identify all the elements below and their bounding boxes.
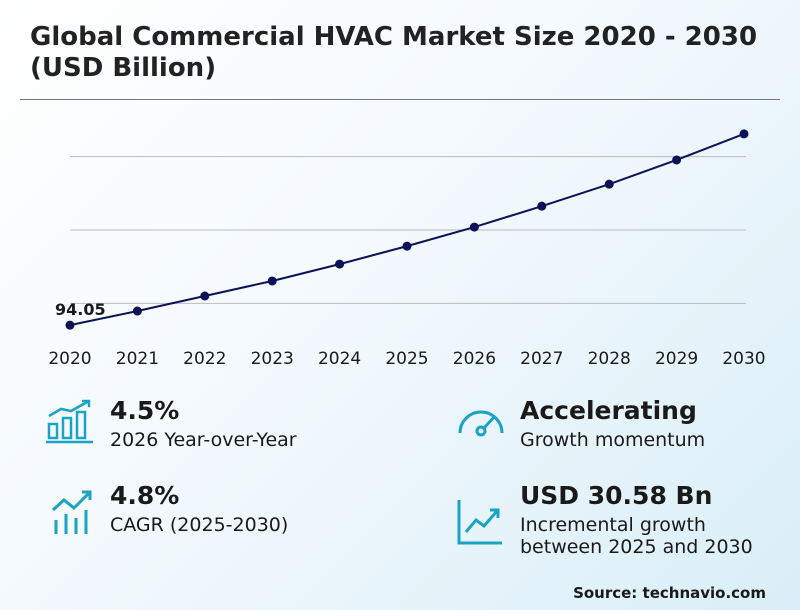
- gauge-icon: [458, 410, 504, 437]
- stat-label: 2026 Year-over-Year: [110, 429, 297, 451]
- x-tick-label: 2030: [722, 349, 765, 369]
- point: [65, 320, 75, 330]
- chart: 2020 2021 2022 2023 2024 2025 2026 2027 2028 2029…: [48, 129, 766, 369]
- stat: USD 30.58 Bn Incremental growth between …: [520, 481, 775, 558]
- chart-title: Global Commercial HVAC Market Size 2020 …: [30, 22, 758, 83]
- growth-icon: [457, 500, 502, 545]
- x-tick-label: 2025: [385, 349, 428, 369]
- stat-label: CAGR (2025-2030): [110, 514, 289, 536]
- stat-label: Growth momentum: [520, 429, 706, 451]
- source: Source: technavio.com: [573, 584, 766, 602]
- x-tick-label: 2028: [588, 349, 631, 369]
- x-tick-label: 2024: [318, 349, 361, 369]
- x-tick-label: 2023: [251, 349, 294, 369]
- stat-value: Accelerating: [520, 396, 697, 425]
- bar-chart-icon: [46, 399, 93, 444]
- x-tick-label: 2027: [520, 349, 563, 369]
- x-tick-label: 2020: [48, 349, 91, 369]
- point: [267, 276, 277, 286]
- point: [469, 222, 479, 232]
- point: [604, 179, 614, 189]
- point: [200, 291, 210, 301]
- stat-value: 4.8%: [110, 481, 180, 510]
- stat: 4.8% CAGR (2025-2030): [110, 481, 288, 536]
- stat-value: USD 30.58 Bn: [520, 481, 713, 510]
- point: [672, 155, 682, 165]
- x-tick-label: 2022: [183, 349, 226, 369]
- x-tick-label: 2029: [655, 349, 698, 369]
- point: [402, 241, 412, 251]
- stat: Accelerating Growth momentum: [520, 396, 705, 451]
- x-tick-label: 2021: [116, 349, 159, 369]
- x-tick-label: 2026: [453, 349, 496, 369]
- point: [537, 201, 547, 211]
- point: [335, 259, 345, 269]
- stat-label: Incremental growth between 2025 and 2030: [520, 514, 753, 558]
- divider: [20, 99, 780, 100]
- data-label: 94.05: [55, 300, 106, 319]
- stat-value: 4.5%: [110, 396, 180, 425]
- point: [739, 129, 749, 139]
- stat: 4.5% 2026 Year-over-Year: [110, 396, 297, 451]
- trend-icon: [51, 490, 92, 534]
- point: [132, 306, 142, 316]
